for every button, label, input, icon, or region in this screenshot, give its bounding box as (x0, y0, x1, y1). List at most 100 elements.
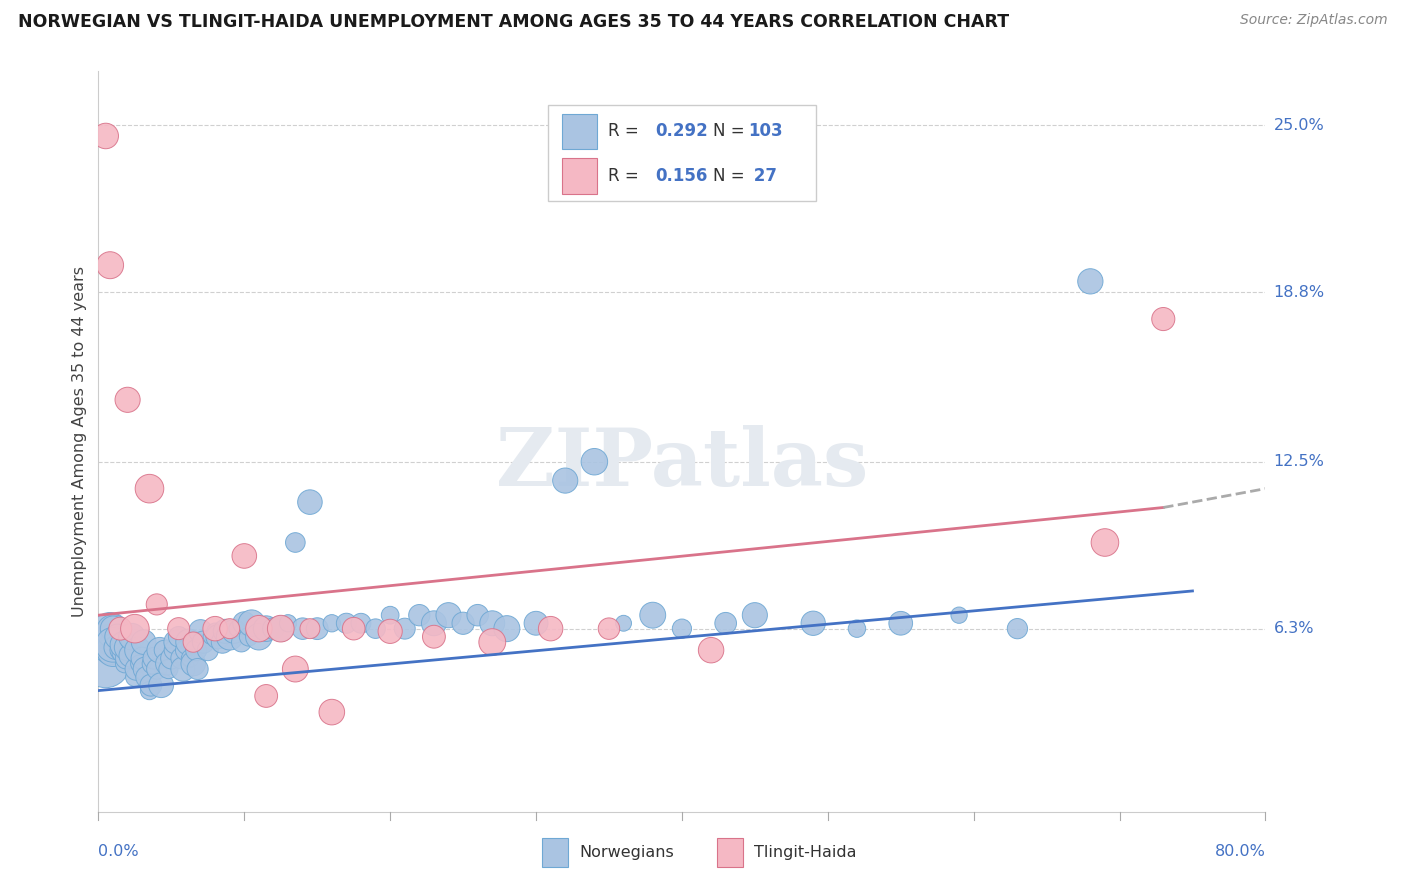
FancyBboxPatch shape (562, 158, 596, 194)
Point (222, 624, 245, 639)
Point (254, 622, 277, 636)
Point (135, 670, 157, 684)
Text: ZIPatlas: ZIPatlas (496, 425, 868, 503)
Point (153, 643, 176, 657)
Point (100, 638, 122, 652)
FancyBboxPatch shape (541, 838, 568, 867)
Point (890, 616, 912, 631)
Point (254, 689, 277, 703)
Point (94, 657, 117, 671)
Y-axis label: Unemployment Among Ages 35 to 44 years: Unemployment Among Ages 35 to 44 years (72, 266, 87, 617)
Point (127, 643, 149, 657)
Point (380, 608, 402, 623)
Point (233, 616, 256, 631)
Text: 18.8%: 18.8% (1274, 285, 1324, 300)
Point (165, 635, 187, 649)
Point (204, 622, 226, 636)
Point (233, 549, 256, 563)
Point (101, 635, 124, 649)
Point (321, 705, 343, 719)
Point (247, 622, 270, 636)
Point (94, 128, 117, 143)
Point (524, 616, 547, 631)
Point (110, 635, 132, 649)
Text: Norwegians: Norwegians (579, 845, 673, 860)
Point (612, 616, 634, 631)
Point (98, 624, 121, 639)
Point (214, 624, 236, 639)
Point (181, 657, 204, 671)
Text: Tlingit-Haida: Tlingit-Haida (754, 845, 856, 860)
Point (131, 651, 153, 665)
Point (105, 630, 128, 644)
Point (186, 643, 208, 657)
Point (163, 643, 186, 657)
FancyBboxPatch shape (717, 838, 742, 867)
Text: 12.5%: 12.5% (1274, 454, 1324, 469)
Point (98, 258, 121, 272)
Point (121, 630, 143, 644)
Point (364, 622, 387, 636)
Point (125, 662, 148, 676)
Point (307, 622, 329, 636)
Text: 0.292: 0.292 (655, 122, 707, 140)
Point (207, 630, 229, 644)
Text: 103: 103 (748, 122, 783, 140)
Point (744, 608, 766, 623)
Point (172, 662, 194, 676)
Point (298, 495, 321, 509)
Point (197, 643, 219, 657)
Point (496, 622, 519, 636)
Point (200, 630, 222, 644)
Point (181, 635, 204, 649)
Point (110, 643, 132, 657)
Point (167, 622, 190, 636)
Point (321, 616, 343, 631)
Point (481, 616, 503, 631)
Point (671, 622, 693, 636)
Text: N =: N = (713, 122, 745, 140)
Point (112, 638, 135, 652)
Point (218, 630, 240, 644)
Point (110, 622, 132, 636)
Point (343, 622, 366, 636)
Point (1007, 622, 1029, 636)
Point (1094, 535, 1116, 549)
Point (240, 616, 263, 631)
Point (124, 670, 146, 684)
Text: 0.0%: 0.0% (98, 844, 139, 859)
Point (111, 646, 134, 660)
Point (583, 455, 606, 469)
Point (700, 643, 723, 657)
Point (291, 622, 314, 636)
Point (247, 630, 270, 644)
Point (150, 678, 173, 692)
Point (117, 640, 139, 655)
Point (193, 635, 215, 649)
Point (101, 624, 124, 639)
Point (167, 630, 190, 644)
Point (394, 622, 416, 636)
Point (138, 482, 160, 496)
Point (134, 662, 156, 676)
Point (423, 630, 446, 644)
Point (177, 635, 200, 649)
Point (481, 635, 503, 649)
Point (204, 624, 226, 639)
Point (187, 662, 209, 676)
FancyBboxPatch shape (548, 104, 815, 201)
Point (124, 622, 146, 636)
Point (270, 622, 292, 636)
Point (174, 643, 197, 657)
Point (157, 662, 180, 676)
Text: R =: R = (609, 122, 644, 140)
Point (115, 651, 138, 665)
Point (139, 678, 162, 692)
Point (97, 635, 120, 649)
Point (117, 392, 139, 407)
Text: 80.0%: 80.0% (1215, 844, 1265, 859)
Point (120, 648, 142, 663)
Point (467, 608, 489, 623)
Text: 27: 27 (748, 167, 778, 185)
Point (141, 657, 163, 671)
